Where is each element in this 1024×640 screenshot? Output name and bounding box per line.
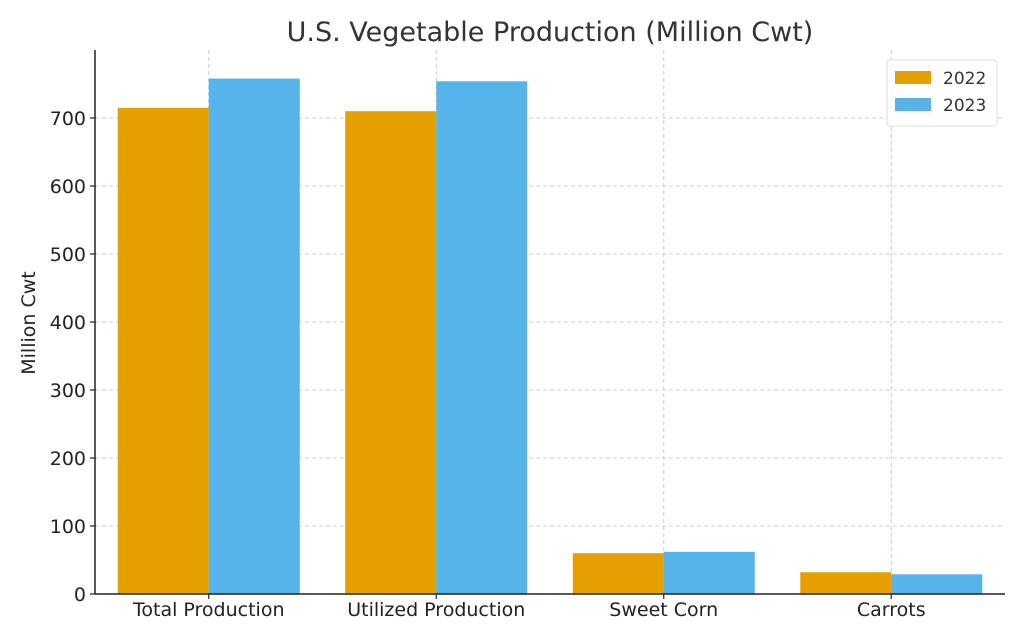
x-tick-label: Utilized Production xyxy=(347,599,525,621)
bar-2023-total-production xyxy=(208,78,300,594)
bars-layer xyxy=(117,78,983,595)
legend-label-2023: 2023 xyxy=(943,96,986,116)
bar-2023-sweet-corn xyxy=(663,551,755,594)
bar-2022-utilized-production xyxy=(345,111,437,594)
chart-title: U.S. Vegetable Production (Million Cwt) xyxy=(287,17,814,48)
bar-2022-total-production xyxy=(117,107,209,595)
bar-2022-carrots xyxy=(800,572,892,594)
legend-label-2022: 2022 xyxy=(943,69,986,89)
legend-swatch-2022 xyxy=(895,71,931,84)
y-tick-label: 600 xyxy=(50,176,86,198)
bar-2023-utilized-production xyxy=(436,81,528,594)
y-tick-label: 700 xyxy=(50,108,86,130)
x-tick-label: Sweet Corn xyxy=(609,599,718,621)
x-tick-label: Total Production xyxy=(132,599,285,621)
y-tick-label: 500 xyxy=(50,244,86,266)
y-tick-label: 0 xyxy=(74,584,86,606)
y-tick-label: 200 xyxy=(50,448,86,470)
bar-2022-sweet-corn xyxy=(572,553,664,594)
y-tick-label: 400 xyxy=(50,312,86,334)
legend: 2022 2023 xyxy=(886,59,998,127)
y-tick-label: 100 xyxy=(50,516,86,538)
legend-swatch-2023 xyxy=(895,98,931,111)
y-tick-label: 300 xyxy=(50,380,86,402)
bar-2023-carrots xyxy=(891,574,983,594)
grid-layer xyxy=(95,50,1005,594)
y-axis-label: Million Cwt xyxy=(18,271,40,374)
x-tick-label: Carrots xyxy=(857,599,926,621)
ticks-layer: 0 100 200 300 400 500 600 700 Total Production Ut… xyxy=(50,108,926,621)
